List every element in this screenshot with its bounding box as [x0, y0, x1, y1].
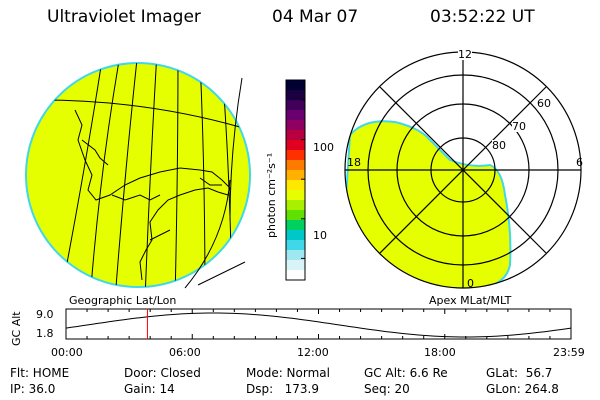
colorbar-segment: [286, 130, 305, 141]
ip-value: IP: 36.0: [10, 382, 56, 396]
colorbar-segment: [286, 140, 305, 151]
instrument-title: Ultraviolet Imager: [47, 7, 201, 27]
geographic-caption: Geographic Lat/Lon: [69, 294, 177, 307]
altitude-panel: [65, 308, 572, 340]
mlt-label-18: 18: [347, 156, 361, 169]
altitude-tick-9: 9.0: [36, 308, 54, 321]
colorbar-segment: [286, 220, 305, 231]
colorbar-segment: [286, 180, 305, 191]
time-tick-1200: 12:00: [297, 346, 329, 359]
mode-status: Mode: Normal: [246, 366, 330, 380]
gc-altitude: GC Alt: 6.6 Re: [364, 366, 448, 380]
dsp-value: Dsp: 173.9: [246, 382, 319, 396]
colorbar-segment: [286, 110, 305, 121]
lat-label-60: 60: [537, 97, 551, 110]
colorbar-segment: [286, 260, 305, 271]
colorbar: [285, 79, 306, 281]
colorbar-tick-100: 100: [313, 141, 334, 154]
time-tick-0000: 00:00: [51, 346, 83, 359]
mlt-label-6: 6: [576, 156, 583, 169]
colorbar-segment: [286, 80, 305, 91]
sequence-number: Seq: 20: [364, 382, 410, 396]
colorbar-segment: [286, 230, 305, 241]
geographic-latitude: GLat: 56.7: [486, 366, 553, 380]
colorbar-unit-label: photon cm⁻²s⁻¹: [265, 152, 278, 238]
gain-value: Gain: 14: [124, 382, 175, 396]
colorbar-segment: [286, 250, 305, 261]
colorbar-segment: [286, 200, 305, 211]
colorbar-segment: [286, 270, 305, 281]
colorbar-segment: [286, 190, 305, 201]
observation-time: 03:52:22 UT: [430, 7, 535, 27]
door-status: Door: Closed: [124, 366, 201, 380]
colorbar-segment: [286, 120, 305, 131]
observation-date: 04 Mar 07: [272, 7, 359, 27]
colorbar-segment: [286, 210, 305, 221]
colorbar-segment: [286, 160, 305, 171]
colorbar-tick-10: 10: [313, 229, 327, 242]
geographic-longitude: GLon: 264.8: [486, 382, 559, 396]
magnetic-polar-plot: [344, 51, 582, 289]
mlt-label-12: 12: [458, 48, 472, 61]
altitude-y-label: GC Alt: [10, 311, 23, 346]
flight-status: Flt: HOME: [10, 366, 70, 380]
colorbar-segment: [286, 150, 305, 161]
colorbar-segment: [286, 100, 305, 111]
mlt-label-0: 0: [467, 277, 474, 290]
magnetic-caption: Apex MLat/MLT: [429, 294, 512, 307]
colorbar-segment: [286, 170, 305, 181]
lat-label-70: 70: [512, 120, 526, 133]
colorbar-segment: [286, 90, 305, 101]
geographic-map: [25, 62, 251, 289]
altitude-tick-1-8: 1.8: [36, 327, 54, 340]
lat-label-80: 80: [492, 139, 506, 152]
time-tick-1800: 18:00: [424, 346, 456, 359]
time-tick-2359: 23:59: [553, 346, 585, 359]
time-tick-0600: 06:00: [169, 346, 201, 359]
colorbar-frame: [285, 79, 306, 281]
colorbar-segment: [286, 240, 305, 251]
